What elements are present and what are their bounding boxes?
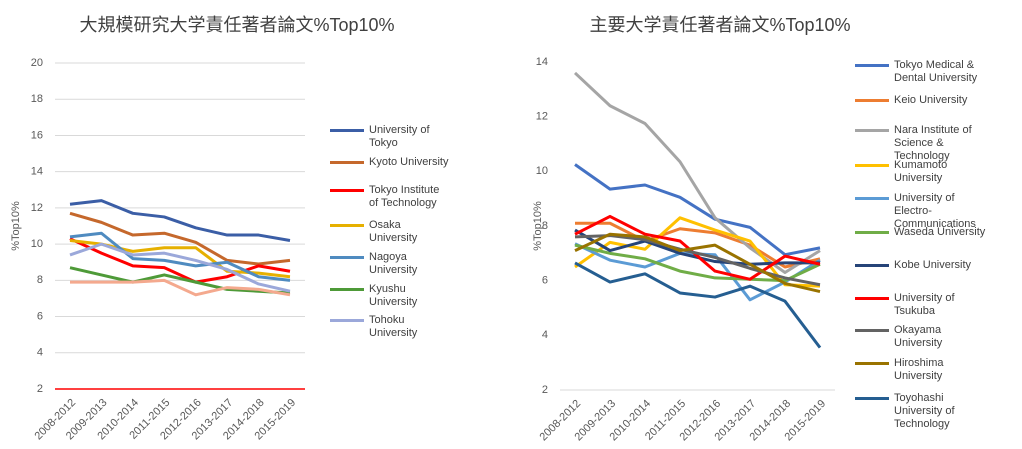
legend-label: Osaka University [369, 219, 418, 244]
series-line [573, 71, 821, 274]
legend-swatch [330, 129, 364, 132]
legend-label: Okayama University [894, 324, 943, 349]
y-tick-label: 14 [536, 56, 548, 68]
y-tick-label: 12 [31, 202, 43, 214]
y-tick-label: 6 [542, 275, 548, 287]
legend-item: Tohoku University [330, 314, 450, 340]
legend-swatch [855, 362, 889, 365]
legend-item: Nagoya University [330, 251, 450, 277]
series-line [574, 261, 822, 349]
legend-item: Nara Institute of Science & Technology [855, 124, 990, 163]
legend-label: Kyushu University [369, 283, 418, 308]
chart-title: 主要大学責任著者論文%Top10% [589, 15, 850, 35]
legend-item: Kobe University [855, 259, 990, 272]
legend-label: Waseda University [894, 226, 986, 238]
y-tick-label: 8 [542, 220, 548, 232]
series-line [69, 199, 291, 242]
legend-item: Tokyo Institute of Technology [330, 184, 450, 210]
legend-item: Kyushu University [330, 283, 450, 309]
legend-swatch [855, 99, 889, 102]
legend-label: University of Tsukuba [894, 292, 955, 317]
legend-swatch [855, 129, 889, 132]
legend-label: Tokyo Medical & Dental University [894, 59, 978, 84]
legend-swatch [855, 231, 889, 234]
legend-label: University of Tokyo [369, 124, 430, 149]
legend-label: Kobe University [894, 259, 972, 271]
legend-label: Tohoku University [369, 314, 418, 339]
legend-label: Keio University [894, 94, 968, 106]
y-tick-label: 14 [31, 166, 43, 178]
y-tick-label: 6 [37, 310, 43, 322]
series-line [69, 231, 291, 282]
legend-swatch [855, 264, 889, 267]
legend-item: University of Electro-Communications [855, 192, 990, 231]
y-axis-label: %Top10% [10, 201, 22, 251]
y-tick-label: 20 [31, 57, 43, 69]
y-tick-label: 10 [536, 165, 548, 177]
y-tick-label: 10 [31, 238, 43, 250]
legend-swatch [330, 224, 364, 227]
y-tick-label: 18 [31, 93, 43, 105]
legend-label: Toyohashi University of Technology [894, 392, 955, 430]
legend-label: Hiroshima University [894, 357, 944, 382]
legend-item: Keio University [855, 94, 990, 107]
legend-item: Hiroshima University [855, 357, 990, 383]
series-line [69, 211, 291, 266]
legend-item: Osaka University [330, 219, 450, 245]
legend-item: University of Tsukuba [855, 292, 990, 318]
y-tick-label: 2 [542, 384, 548, 396]
y-tick-label: 4 [542, 329, 548, 341]
series-line [70, 278, 291, 297]
series-line [69, 266, 291, 295]
legend-swatch [855, 297, 889, 300]
legend-item: Tokyo Medical & Dental University [855, 59, 990, 85]
legend-swatch [330, 288, 364, 291]
legend-swatch [855, 64, 889, 67]
legend-swatch [330, 161, 364, 164]
series-line [574, 214, 821, 281]
legend-swatch [855, 329, 889, 332]
legend-label: Nara Institute of Science & Technology [894, 124, 972, 162]
legend-label: Tokyo Institute of Technology [369, 184, 440, 209]
series-line [574, 234, 821, 287]
legend-label: Kumamoto University [894, 159, 948, 184]
legend-label: Nagoya University [369, 251, 418, 276]
y-tick-label: 12 [536, 111, 548, 123]
series-line [574, 232, 821, 294]
chart-title: 大規模研究大学責任著者論文%Top10% [79, 15, 394, 35]
y-axis-label: %Top10% [532, 201, 544, 251]
y-tick-label: 8 [37, 274, 43, 286]
y-tick-label: 2 [37, 383, 43, 395]
y-tick-label: 16 [31, 129, 43, 141]
legend-item: University of Tokyo [330, 124, 450, 150]
legend-swatch [330, 319, 364, 322]
legend-swatch [855, 164, 889, 167]
series-line [69, 237, 291, 284]
legend-swatch [855, 397, 889, 400]
legend-item: Kumamoto University [855, 159, 990, 185]
legend-item: Kyoto University [330, 156, 450, 169]
legend-item: Toyohashi University of Technology [855, 392, 990, 431]
legend-label: University of Electro-Communications [894, 192, 976, 230]
y-tick-label: 4 [37, 347, 43, 359]
series-line [69, 242, 291, 293]
legend-swatch [855, 197, 889, 200]
legend-swatch [330, 189, 364, 192]
legend-item: Okayama University [855, 324, 990, 350]
legend-item: Waseda University [855, 226, 990, 239]
legend-label: Kyoto University [369, 156, 449, 168]
legend-swatch [330, 256, 364, 259]
series-line [574, 163, 821, 257]
